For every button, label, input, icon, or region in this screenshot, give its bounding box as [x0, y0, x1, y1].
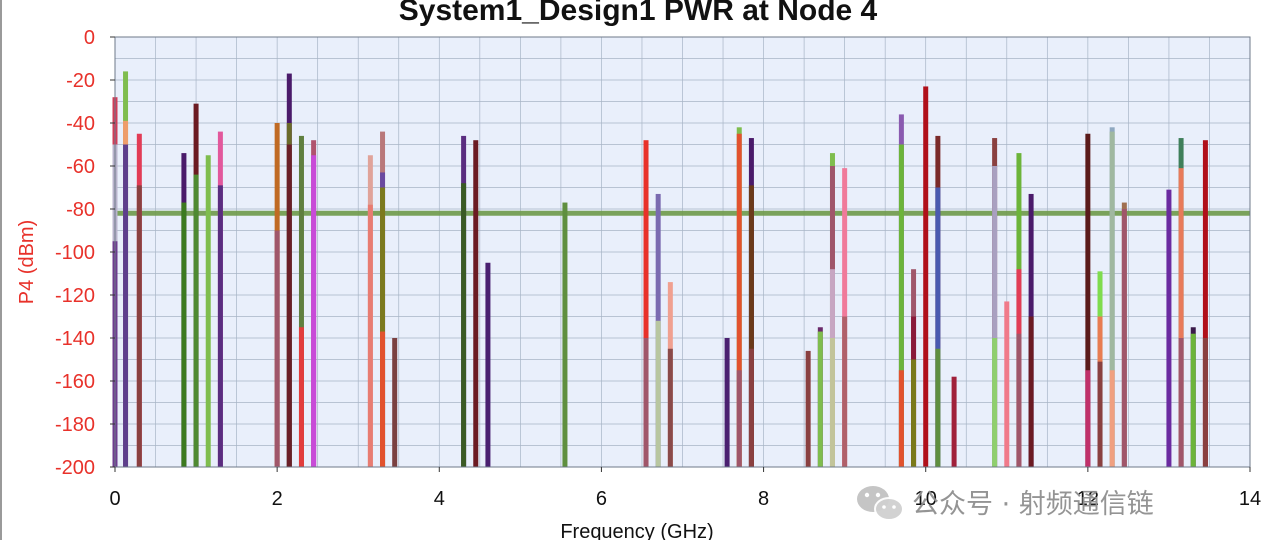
spectral-bar: [274, 230, 280, 467]
spectral-bar: [911, 359, 917, 467]
x-tick-label: 2: [272, 488, 283, 510]
y-tick-label: -140: [55, 328, 95, 350]
spectral-bar: [655, 320, 661, 467]
spectral-bar: [842, 316, 848, 467]
spectral-bar: [951, 376, 957, 467]
spectral-bar: [286, 144, 292, 467]
x-tick-label: 4: [434, 488, 445, 510]
spectral-bar: [193, 174, 199, 467]
spectral-bar: [1166, 189, 1172, 467]
watermark-text: 公众号 · 射频通信链: [912, 489, 1154, 520]
spectral-bar: [1028, 316, 1034, 467]
y-tick-label: -80: [66, 199, 95, 221]
y-tick-label: -160: [55, 371, 95, 393]
spectral-bar: [992, 166, 998, 467]
y-tick-label: -120: [55, 285, 95, 307]
spectral-bar: [1121, 209, 1127, 467]
spectral-bar: [898, 370, 904, 467]
y-tick-label: -180: [55, 414, 95, 436]
spectral-bar: [1109, 131, 1115, 467]
x-tick-label: 0: [109, 488, 120, 510]
spectral-bar: [1085, 370, 1091, 467]
spectral-bar: [1178, 168, 1184, 467]
spectral-bar: [181, 202, 187, 468]
spectral-bar: [1178, 338, 1184, 467]
wechat-icon: [857, 486, 904, 521]
spectral-bar: [136, 185, 142, 467]
spectral-bar: [935, 348, 941, 467]
spectral-bar: [1109, 370, 1115, 467]
spectral-bar: [485, 262, 491, 467]
spectral-bar: [935, 187, 941, 467]
spectral-bar: [1004, 301, 1010, 467]
spectral-bar: [667, 348, 673, 467]
chart-title: System1_Design1 PWR at Node 4: [399, 0, 878, 27]
spectral-bar: [205, 155, 211, 467]
spectral-bar: [1097, 361, 1103, 467]
spectral-bar: [562, 202, 568, 468]
y-tick-label: -20: [66, 70, 95, 92]
spectral-bar: [736, 370, 742, 467]
x-tick-label: 14: [1239, 488, 1261, 510]
spectral-lines: [112, 71, 1208, 468]
spectral-bar: [367, 204, 373, 467]
spectral-bar: [829, 338, 835, 467]
y-tick-label: -200: [55, 457, 95, 479]
x-tick-label: 10: [915, 488, 937, 510]
spectral-bar: [123, 144, 129, 467]
y-axis-ticks: 0 -20 -40 -60 -80 -100 -120 -140 -160 -180 -200: [55, 27, 115, 479]
spectral-bar: [748, 185, 754, 467]
spectral-bar: [805, 350, 811, 467]
y-tick-label: -100: [55, 242, 95, 264]
spectral-bar: [473, 140, 479, 467]
spectral-bar: [1202, 140, 1208, 467]
y-tick-label: -40: [66, 113, 95, 135]
spectral-bar: [1085, 133, 1091, 467]
spectral-bar: [817, 331, 823, 467]
x-tick-label: 8: [758, 488, 769, 510]
spectral-bar: [392, 338, 398, 467]
spectral-bar: [736, 133, 742, 467]
spectral-bar: [1202, 338, 1208, 467]
y-axis-label: P4 (dBm): [16, 220, 38, 304]
x-axis-label: Frequency (GHz): [560, 521, 713, 540]
y-tick-label: -60: [66, 156, 95, 178]
window-left-border: [0, 0, 2, 540]
spectral-bar: [217, 185, 223, 467]
spectral-bar: [643, 338, 649, 467]
spectral-bar: [380, 187, 386, 467]
spectral-bar: [724, 338, 730, 467]
y-tick-label: 0: [84, 27, 95, 49]
grid: [114, 36, 1251, 468]
spectral-bar: [1190, 333, 1196, 467]
spectral-bar: [311, 155, 317, 467]
spectral-bar: [380, 331, 386, 467]
spectral-bar: [923, 86, 929, 467]
spectral-bar: [643, 140, 649, 467]
spectral-bar: [298, 135, 304, 467]
watermark: 公众号 · 射频通信链: [857, 486, 1154, 521]
x-tick-label: 6: [596, 488, 607, 510]
spectral-bar: [1016, 333, 1022, 467]
spectral-bar: [461, 183, 467, 467]
spectral-bar: [298, 327, 304, 467]
x-axis-ticks: 0 2 4 6 8 10 12 14: [109, 467, 1261, 510]
x-tick-label: 12: [1077, 488, 1099, 510]
spectral-bar: [898, 144, 904, 467]
spectral-bar: [748, 348, 754, 467]
spectral-bar: [992, 338, 998, 467]
